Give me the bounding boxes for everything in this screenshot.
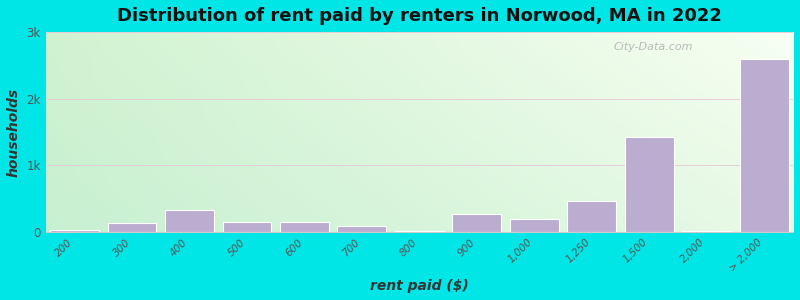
X-axis label: rent paid ($): rent paid ($) <box>370 279 469 293</box>
Bar <box>395 231 444 232</box>
Title: Distribution of rent paid by renters in Norwood, MA in 2022: Distribution of rent paid by renters in … <box>117 7 722 25</box>
Y-axis label: households: households <box>7 88 21 177</box>
Bar <box>510 219 558 232</box>
Bar <box>567 201 616 232</box>
Bar <box>682 231 731 232</box>
Bar <box>50 230 99 232</box>
Bar <box>107 224 156 232</box>
Bar <box>222 222 271 232</box>
Bar <box>280 222 329 232</box>
Bar <box>625 137 674 232</box>
Bar <box>740 59 789 232</box>
Bar <box>453 214 502 232</box>
Bar <box>165 210 214 232</box>
Bar <box>338 226 386 232</box>
Text: City-Data.com: City-Data.com <box>614 42 693 52</box>
